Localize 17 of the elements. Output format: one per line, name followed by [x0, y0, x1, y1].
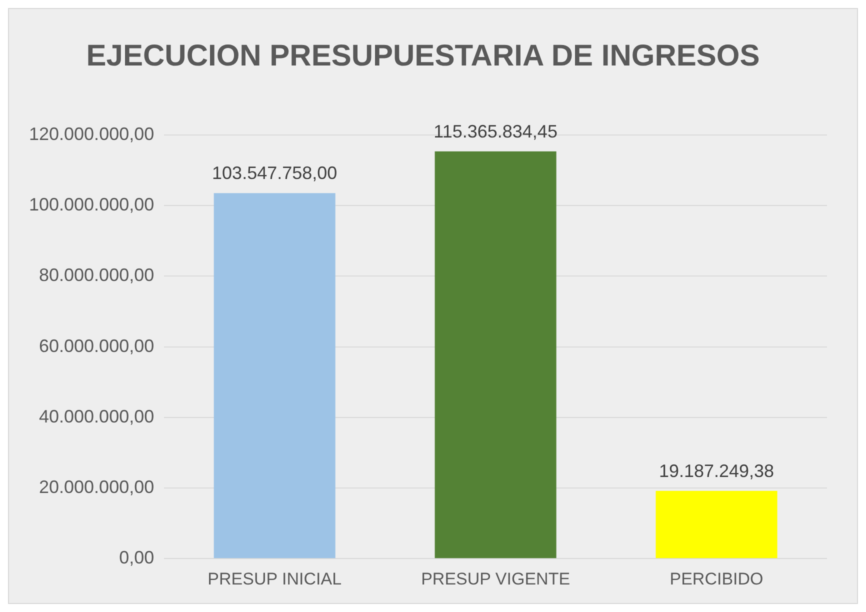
y-tick-label: 80.000.000,00: [38, 265, 154, 286]
y-tick-label: 20.000.000,00: [38, 476, 154, 497]
chart-title: EJECUCION PRESUPUESTARIA DE INGRESOS: [86, 39, 760, 72]
x-tick-label: PRESUP VIGENTE: [421, 569, 570, 588]
x-tick-label: PRESUP INICIAL: [208, 569, 342, 588]
y-tick-label: 0,00: [119, 548, 154, 568]
y-tick-label: 60.000.000,00: [38, 336, 154, 356]
data-label: 115.365.834,45: [434, 121, 558, 142]
bar: [656, 490, 778, 558]
y-tick-label: 40.000.000,00: [38, 406, 154, 426]
x-tick-label: PERCIBIDO: [670, 569, 764, 588]
data-label: 19.187.249,38: [658, 460, 774, 481]
data-label: 103.547.758,00: [212, 163, 338, 184]
y-tick-label: 120.000.000,00: [28, 124, 154, 144]
bar: [214, 193, 336, 558]
y-tick-label: 100.000.000,00: [28, 194, 154, 215]
bar: [434, 151, 556, 558]
